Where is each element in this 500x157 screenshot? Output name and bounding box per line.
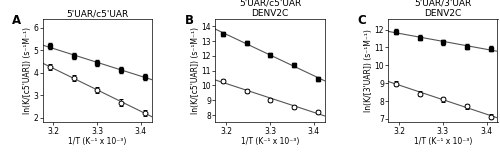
Y-axis label: ln(K/[c5'UAR]) (s⁻¹M⁻¹): ln(K/[c5'UAR]) (s⁻¹M⁻¹) [191, 27, 200, 114]
Text: B: B [184, 14, 194, 27]
X-axis label: 1/T (K⁻¹ x 10⁻³): 1/T (K⁻¹ x 10⁻³) [241, 137, 299, 146]
X-axis label: 1/T (K⁻¹ x 10⁻³): 1/T (K⁻¹ x 10⁻³) [414, 137, 472, 146]
Text: C: C [358, 14, 366, 27]
Title: 5'UAR/c5'UAR: 5'UAR/c5'UAR [66, 9, 128, 18]
Text: A: A [12, 14, 21, 27]
Y-axis label: ln(K/[c5'UAR]) (s⁻¹M⁻¹): ln(K/[c5'UAR]) (s⁻¹M⁻¹) [23, 27, 32, 114]
Y-axis label: ln(K/[3'UAR]) (s⁻¹M⁻¹): ln(K/[3'UAR]) (s⁻¹M⁻¹) [364, 29, 373, 112]
X-axis label: 1/T (K⁻¹ x 10⁻³): 1/T (K⁻¹ x 10⁻³) [68, 137, 126, 146]
Title: 5'UAR/c5'UAR
DENV2C: 5'UAR/c5'UAR DENV2C [239, 0, 301, 18]
Title: 5'UAR/3'UAR
DENV2C: 5'UAR/3'UAR DENV2C [414, 0, 472, 18]
